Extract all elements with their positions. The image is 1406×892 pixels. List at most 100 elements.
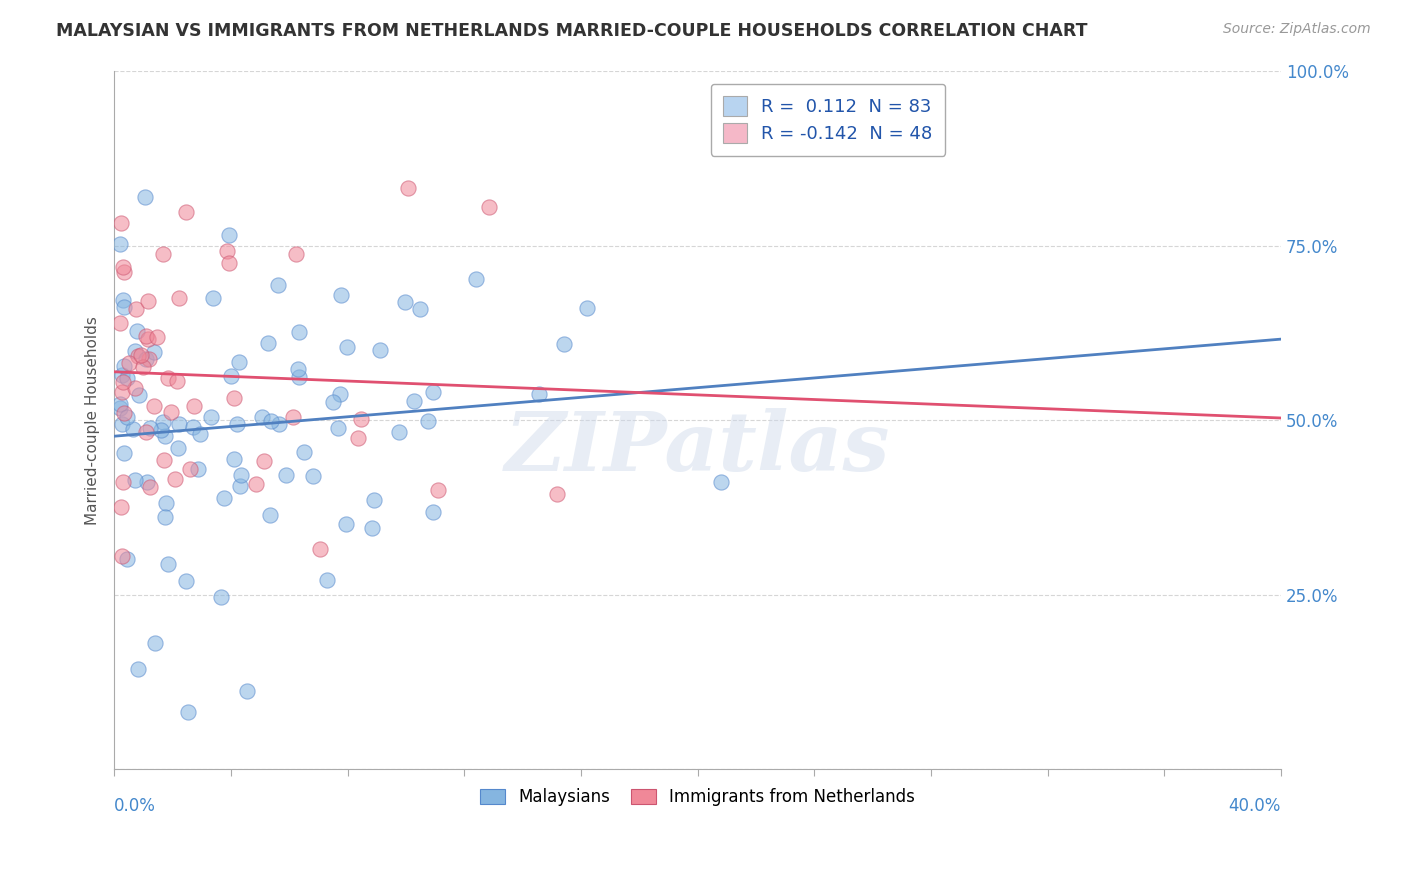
Point [409,301,432,316]
Point [329,387,352,401]
Text: 0.0%: 0.0% [114,797,156,815]
Point [209,591,232,605]
Point [157,558,180,572]
Point [350,411,373,425]
Point [108,237,131,252]
Point [402,394,425,409]
Point [142,345,165,359]
Point [135,351,157,366]
Point [152,453,174,467]
Point [139,421,162,435]
Point [322,394,344,409]
Point [108,401,131,415]
Point [546,487,568,501]
Point [309,541,332,556]
Point [292,445,315,459]
Point [121,422,143,436]
Point [181,420,204,434]
Point [214,491,236,505]
Point [285,246,308,260]
Point [250,410,273,425]
Point [118,356,141,370]
Point [177,705,200,719]
Point [128,387,150,401]
Point [215,244,238,258]
Point [187,462,209,476]
Point [422,505,444,519]
Point [478,200,501,214]
Point [115,409,138,424]
Point [368,343,391,358]
Point [316,573,339,587]
Point [134,190,156,204]
Point [418,414,440,428]
Point [115,551,138,566]
Point [114,445,136,459]
Point [363,493,385,508]
Point [361,521,384,535]
Point [218,227,240,242]
Point [176,205,198,219]
Point [156,371,179,385]
Point [527,387,550,401]
Point [143,636,166,650]
Point [228,355,250,369]
Point [143,399,166,413]
Point [335,517,357,532]
Point [267,417,290,431]
Point [110,216,132,230]
Point [152,247,174,261]
Point [422,384,444,399]
Point [110,500,132,514]
Point [183,400,205,414]
Point [287,362,309,376]
Point [152,415,174,429]
Point [125,324,148,338]
Point [222,392,245,406]
Point [155,496,177,510]
Point [167,291,190,305]
Point [112,406,135,420]
Point [219,369,242,384]
Point [464,272,486,286]
Point [166,441,188,455]
Point [149,423,172,437]
Point [288,370,311,384]
Point [218,255,240,269]
Text: Source: ZipAtlas.com: Source: ZipAtlas.com [1223,22,1371,37]
Text: MALAYSIAN VS IMMIGRANTS FROM NETHERLANDS MARRIED-COUPLE HOUSEHOLDS CORRELATION C: MALAYSIAN VS IMMIGRANTS FROM NETHERLANDS… [56,22,1088,40]
Point [112,359,135,373]
Point [229,479,252,493]
Point [125,302,148,317]
Point [112,376,135,390]
Point [160,405,183,419]
Point [224,452,246,467]
Point [553,337,575,351]
Point [427,483,450,497]
Point [328,421,350,435]
Point [253,454,276,468]
Point [236,684,259,698]
Y-axis label: Married-couple Households: Married-couple Households [86,316,100,524]
Point [111,385,134,400]
Point [200,409,222,424]
Text: ZIPatlas: ZIPatlas [505,408,890,488]
Point [114,300,136,314]
Point [167,417,190,431]
Point [135,329,157,343]
Point [259,508,281,522]
Point [124,473,146,487]
Point [153,509,176,524]
Point [166,374,188,388]
Point [112,265,135,279]
Point [153,429,176,443]
Point [245,477,267,491]
Point [138,352,160,367]
Point [188,427,211,442]
Point [347,431,370,445]
Point [329,287,352,301]
Point [179,462,201,476]
Point [111,260,134,275]
Point [127,349,149,363]
Point [288,325,311,339]
